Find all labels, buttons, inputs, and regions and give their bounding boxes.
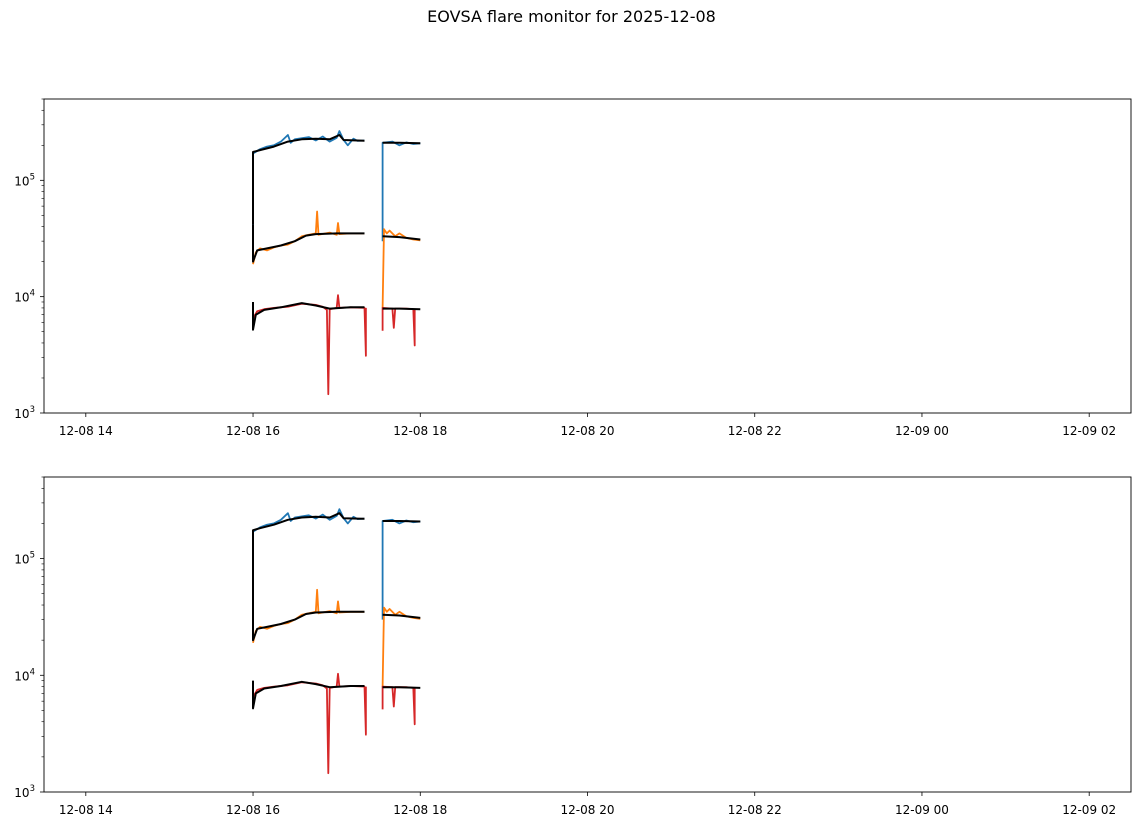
y-tick-label: 103 bbox=[14, 784, 35, 800]
y-tick-label: 104 bbox=[14, 289, 35, 305]
series-line-5 bbox=[252, 224, 421, 263]
axes-frame bbox=[43, 476, 1132, 793]
axes-frame bbox=[43, 98, 1132, 414]
series-line-6 bbox=[252, 302, 421, 331]
x-tick-label: 12-08 14 bbox=[59, 424, 113, 438]
series-line-6 bbox=[252, 680, 421, 710]
series-group bbox=[252, 130, 421, 396]
x-tick-label: 12-09 00 bbox=[895, 424, 949, 438]
x-tick-label: 12-08 18 bbox=[393, 424, 447, 438]
x-tick-label: 12-09 00 bbox=[895, 803, 949, 817]
x-tick-label: 12-08 18 bbox=[393, 803, 447, 817]
x-tick-label: 12-08 16 bbox=[226, 803, 280, 817]
panel-2: 103 104 105 12-08 14 12-08 16 12-08 18 12-08 2… bbox=[14, 476, 1132, 817]
series-line-3 bbox=[252, 672, 416, 775]
x-tick-label: 12-08 20 bbox=[561, 424, 615, 438]
y-tick-label: 104 bbox=[14, 667, 35, 683]
x-tick-label: 12-08 20 bbox=[561, 803, 615, 817]
x-tick-label: 12-08 14 bbox=[59, 803, 113, 817]
series-line-4 bbox=[252, 512, 421, 603]
panel-1: 103 104 105 12-08 14 12-08 16 12-08 18 12-08 2… bbox=[14, 98, 1132, 438]
y-tick-label: 103 bbox=[14, 405, 35, 421]
x-tick-label: 12-09 02 bbox=[1062, 424, 1116, 438]
x-tick-label: 12-08 22 bbox=[728, 803, 782, 817]
series-line-4 bbox=[252, 134, 421, 225]
series-line-5 bbox=[252, 602, 421, 642]
y-tick-label: 105 bbox=[14, 551, 35, 567]
y-tick-label: 105 bbox=[14, 172, 35, 188]
x-tick-label: 12-08 16 bbox=[226, 424, 280, 438]
series-line-3 bbox=[252, 294, 416, 396]
series-line-2 bbox=[252, 210, 421, 308]
figure-title: EOVSA flare monitor for 2025-12-08 bbox=[427, 7, 716, 26]
series-group bbox=[252, 508, 421, 775]
x-tick-label: 12-08 22 bbox=[728, 424, 782, 438]
series-line-2 bbox=[252, 588, 421, 687]
x-tick-label: 12-09 02 bbox=[1062, 803, 1116, 817]
